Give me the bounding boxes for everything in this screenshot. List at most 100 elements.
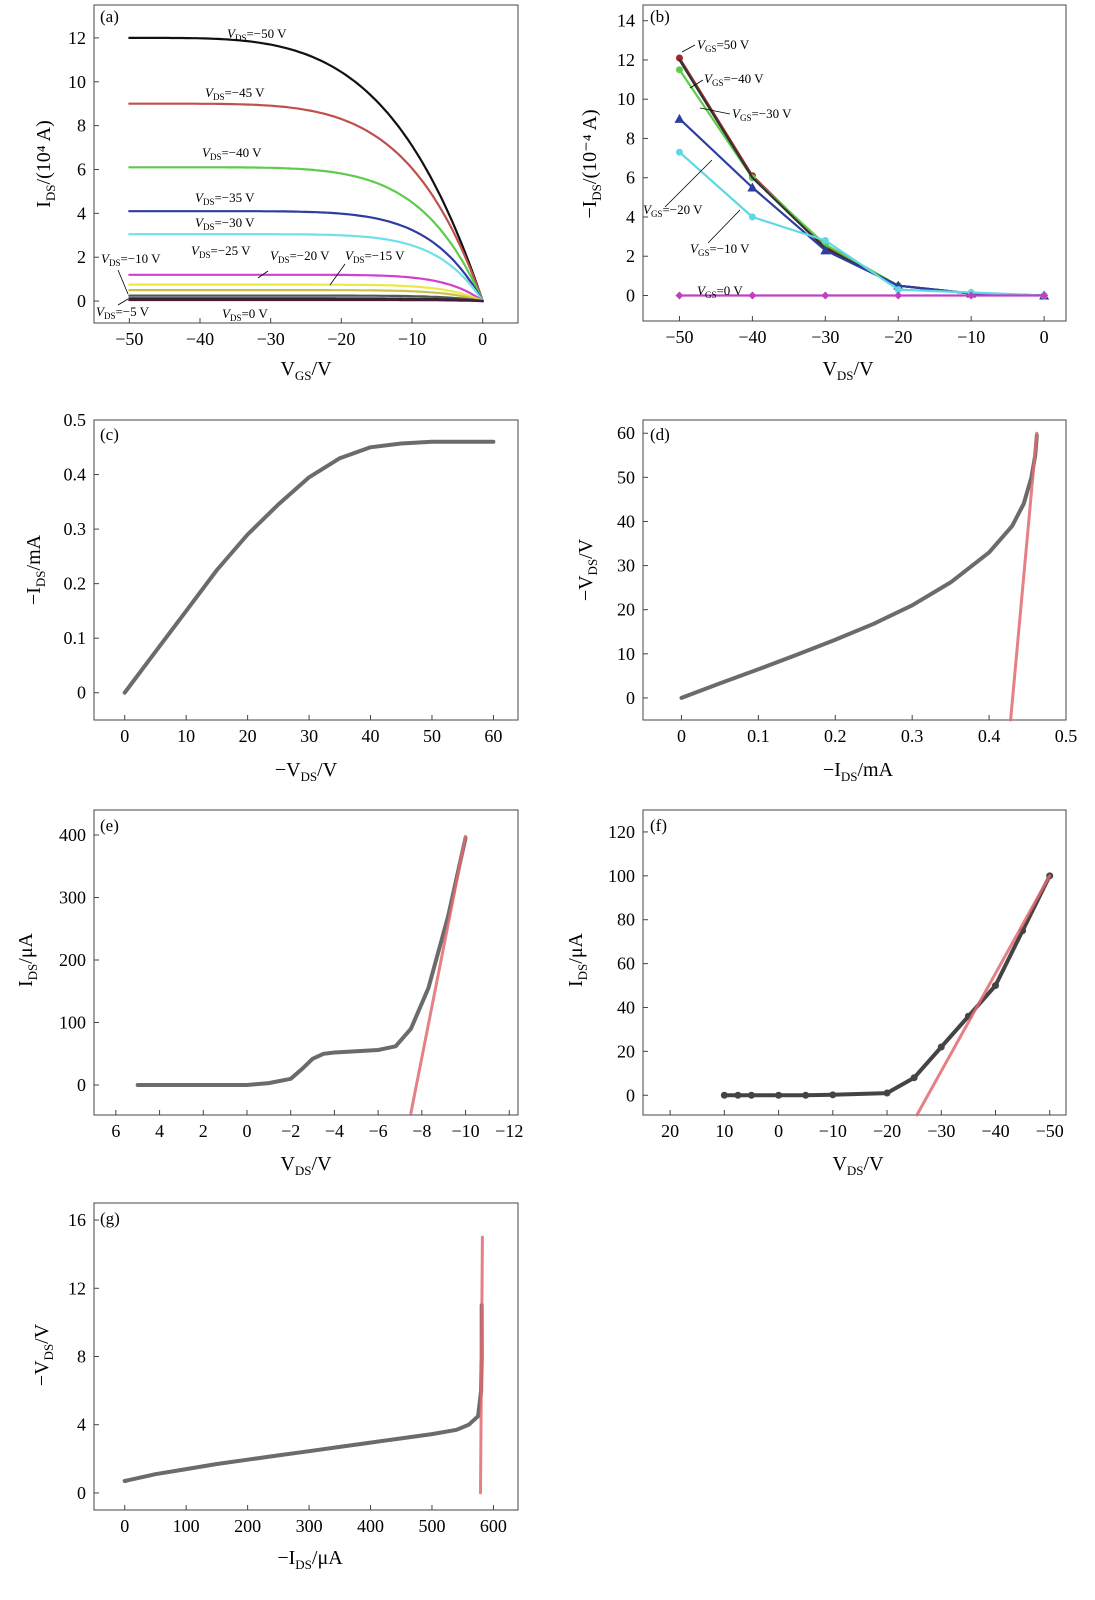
x-tick-label: −8: [412, 1121, 431, 1141]
y-tick-label: 40: [617, 997, 635, 1017]
annotation-leader: [699, 107, 731, 115]
series-line: [122, 1303, 484, 1483]
y-tick-label: 100: [608, 866, 635, 886]
plot-frame: [642, 419, 1067, 721]
x-tick-label: 6: [111, 1121, 120, 1141]
chart-panel-c: 0 10 20 30 40 50 60 0 0.1 0.2 0.3 0.4 0.5 (c) −VDS/V…: [23, 410, 519, 784]
series-line: [915, 874, 1052, 1117]
y-axis-label: −VDS/V: [31, 1323, 56, 1386]
x-tick-label: 0: [1040, 327, 1049, 347]
x-tick-label: 600: [480, 1516, 507, 1536]
panel-label: (f): [650, 816, 667, 835]
y-tick-label: 2: [626, 246, 635, 266]
data-point: [967, 291, 976, 300]
x-axis-label: VDS/V: [832, 1153, 884, 1178]
x-tick-label: 400: [357, 1516, 384, 1536]
y-tick-label: 20: [617, 1041, 635, 1061]
annotation-vds-0: VDS=0 V: [222, 306, 268, 323]
x-tick-label: 0.4: [978, 726, 1001, 746]
x-tick-label: −20: [327, 329, 355, 349]
data-point: [894, 291, 903, 300]
data-point: [675, 54, 683, 62]
annotation-leader: [117, 269, 129, 295]
y-tick-label: 0.3: [64, 519, 87, 539]
y-tick-label: 0.5: [64, 410, 87, 430]
y-axis-label: IDS/μA: [15, 932, 40, 987]
annotation-leader: [329, 263, 346, 286]
annotation-vgs-40: VGS=−40 V: [704, 71, 764, 88]
tick-layer: −50 −40 −30 −20 −10 0 0 2 4 6 8 10 12: [68, 28, 487, 349]
annotation-vds-20: VDS=−20 V: [270, 248, 330, 265]
x-tick-label: 0: [120, 1516, 129, 1536]
panel-label: (b): [650, 7, 670, 26]
data-point: [820, 245, 831, 255]
data-point: [748, 213, 756, 221]
series-line: [678, 56, 1046, 297]
y-tick-label: 0: [77, 1483, 86, 1503]
data-point: [675, 291, 684, 300]
y-tick-label: 8: [77, 1347, 86, 1367]
data-point: [748, 291, 757, 300]
x-axis-label: −IDS/μA: [277, 1547, 343, 1572]
x-tick-label: 10: [715, 1121, 733, 1141]
x-tick-label: 0: [774, 1121, 783, 1141]
series-line: [122, 439, 496, 695]
y-tick-label: 0: [626, 285, 635, 305]
series-layer: [122, 1235, 484, 1495]
data-point: [674, 113, 685, 123]
data-point: [1040, 291, 1049, 300]
chart-panel-a: −50 −40 −30 −20 −10 0 0 2 4 6 8 10 12 (a) VGS/V IDS/…: [33, 4, 519, 383]
x-tick-label: −10: [398, 329, 426, 349]
plot-frame: [93, 1202, 519, 1511]
y-tick-label: 2: [77, 247, 86, 267]
x-axis-label: VGS/V: [280, 358, 332, 383]
y-tick-label: 40: [617, 511, 635, 531]
x-tick-label: 0.2: [824, 726, 847, 746]
x-tick-label: −50: [665, 327, 693, 347]
series-line: [135, 836, 468, 1087]
y-tick-label: 10: [617, 644, 635, 664]
series-line: [128, 273, 484, 303]
y-tick-label: 0: [77, 291, 86, 311]
tick-layer: 6 4 2 0 −2 −4 −6 −8 −10 −12 0 100 200 300 400: [59, 825, 523, 1141]
x-tick-label: 20: [239, 726, 257, 746]
y-tick-label: 30: [617, 556, 635, 576]
series-line: [128, 36, 484, 303]
x-tick-label: 40: [362, 726, 380, 746]
series-line: [128, 233, 484, 303]
series-line: [722, 873, 1052, 1098]
x-tick-label: −2: [281, 1121, 300, 1141]
y-axis-label: −IDS/(10⁻⁴ A): [579, 109, 604, 218]
x-tick-label: 60: [484, 726, 502, 746]
series-layer: [122, 439, 496, 695]
y-tick-label: 4: [77, 1415, 86, 1435]
chart-panel-g: 0 100 200 300 400 500 600 0 4 8 12 16 (g) −IDS/μA −…: [31, 1202, 519, 1572]
series-line: [678, 68, 1046, 297]
panel-label: (c): [100, 425, 119, 444]
annotation-leader: [117, 298, 129, 306]
annotation-vds-25: VDS=−25 V: [191, 243, 251, 260]
y-tick-label: 0: [77, 1075, 86, 1095]
series-line: [128, 166, 484, 303]
x-tick-label: 30: [300, 726, 318, 746]
data-point: [821, 291, 830, 300]
x-tick-label: 10: [177, 726, 195, 746]
x-tick-label: 0.3: [901, 726, 924, 746]
y-axis-label: IDS/(10⁴ A): [33, 120, 58, 208]
y-tick-label: 80: [617, 910, 635, 930]
y-tick-label: 12: [68, 28, 86, 48]
data-point: [937, 1043, 945, 1051]
data-point: [675, 148, 683, 156]
data-point: [883, 1089, 891, 1097]
y-tick-label: 10: [617, 89, 635, 109]
x-axis-label: −VDS/V: [275, 759, 338, 784]
y-tick-label: 14: [617, 11, 635, 31]
x-tick-label: 0: [677, 726, 686, 746]
y-tick-label: 12: [68, 1278, 86, 1298]
y-tick-label: 0: [626, 1085, 635, 1105]
data-point: [747, 1091, 755, 1099]
data-point: [734, 1091, 742, 1099]
x-tick-label: −10: [957, 327, 985, 347]
y-tick-label: 12: [617, 50, 635, 70]
series-line: [128, 297, 484, 303]
